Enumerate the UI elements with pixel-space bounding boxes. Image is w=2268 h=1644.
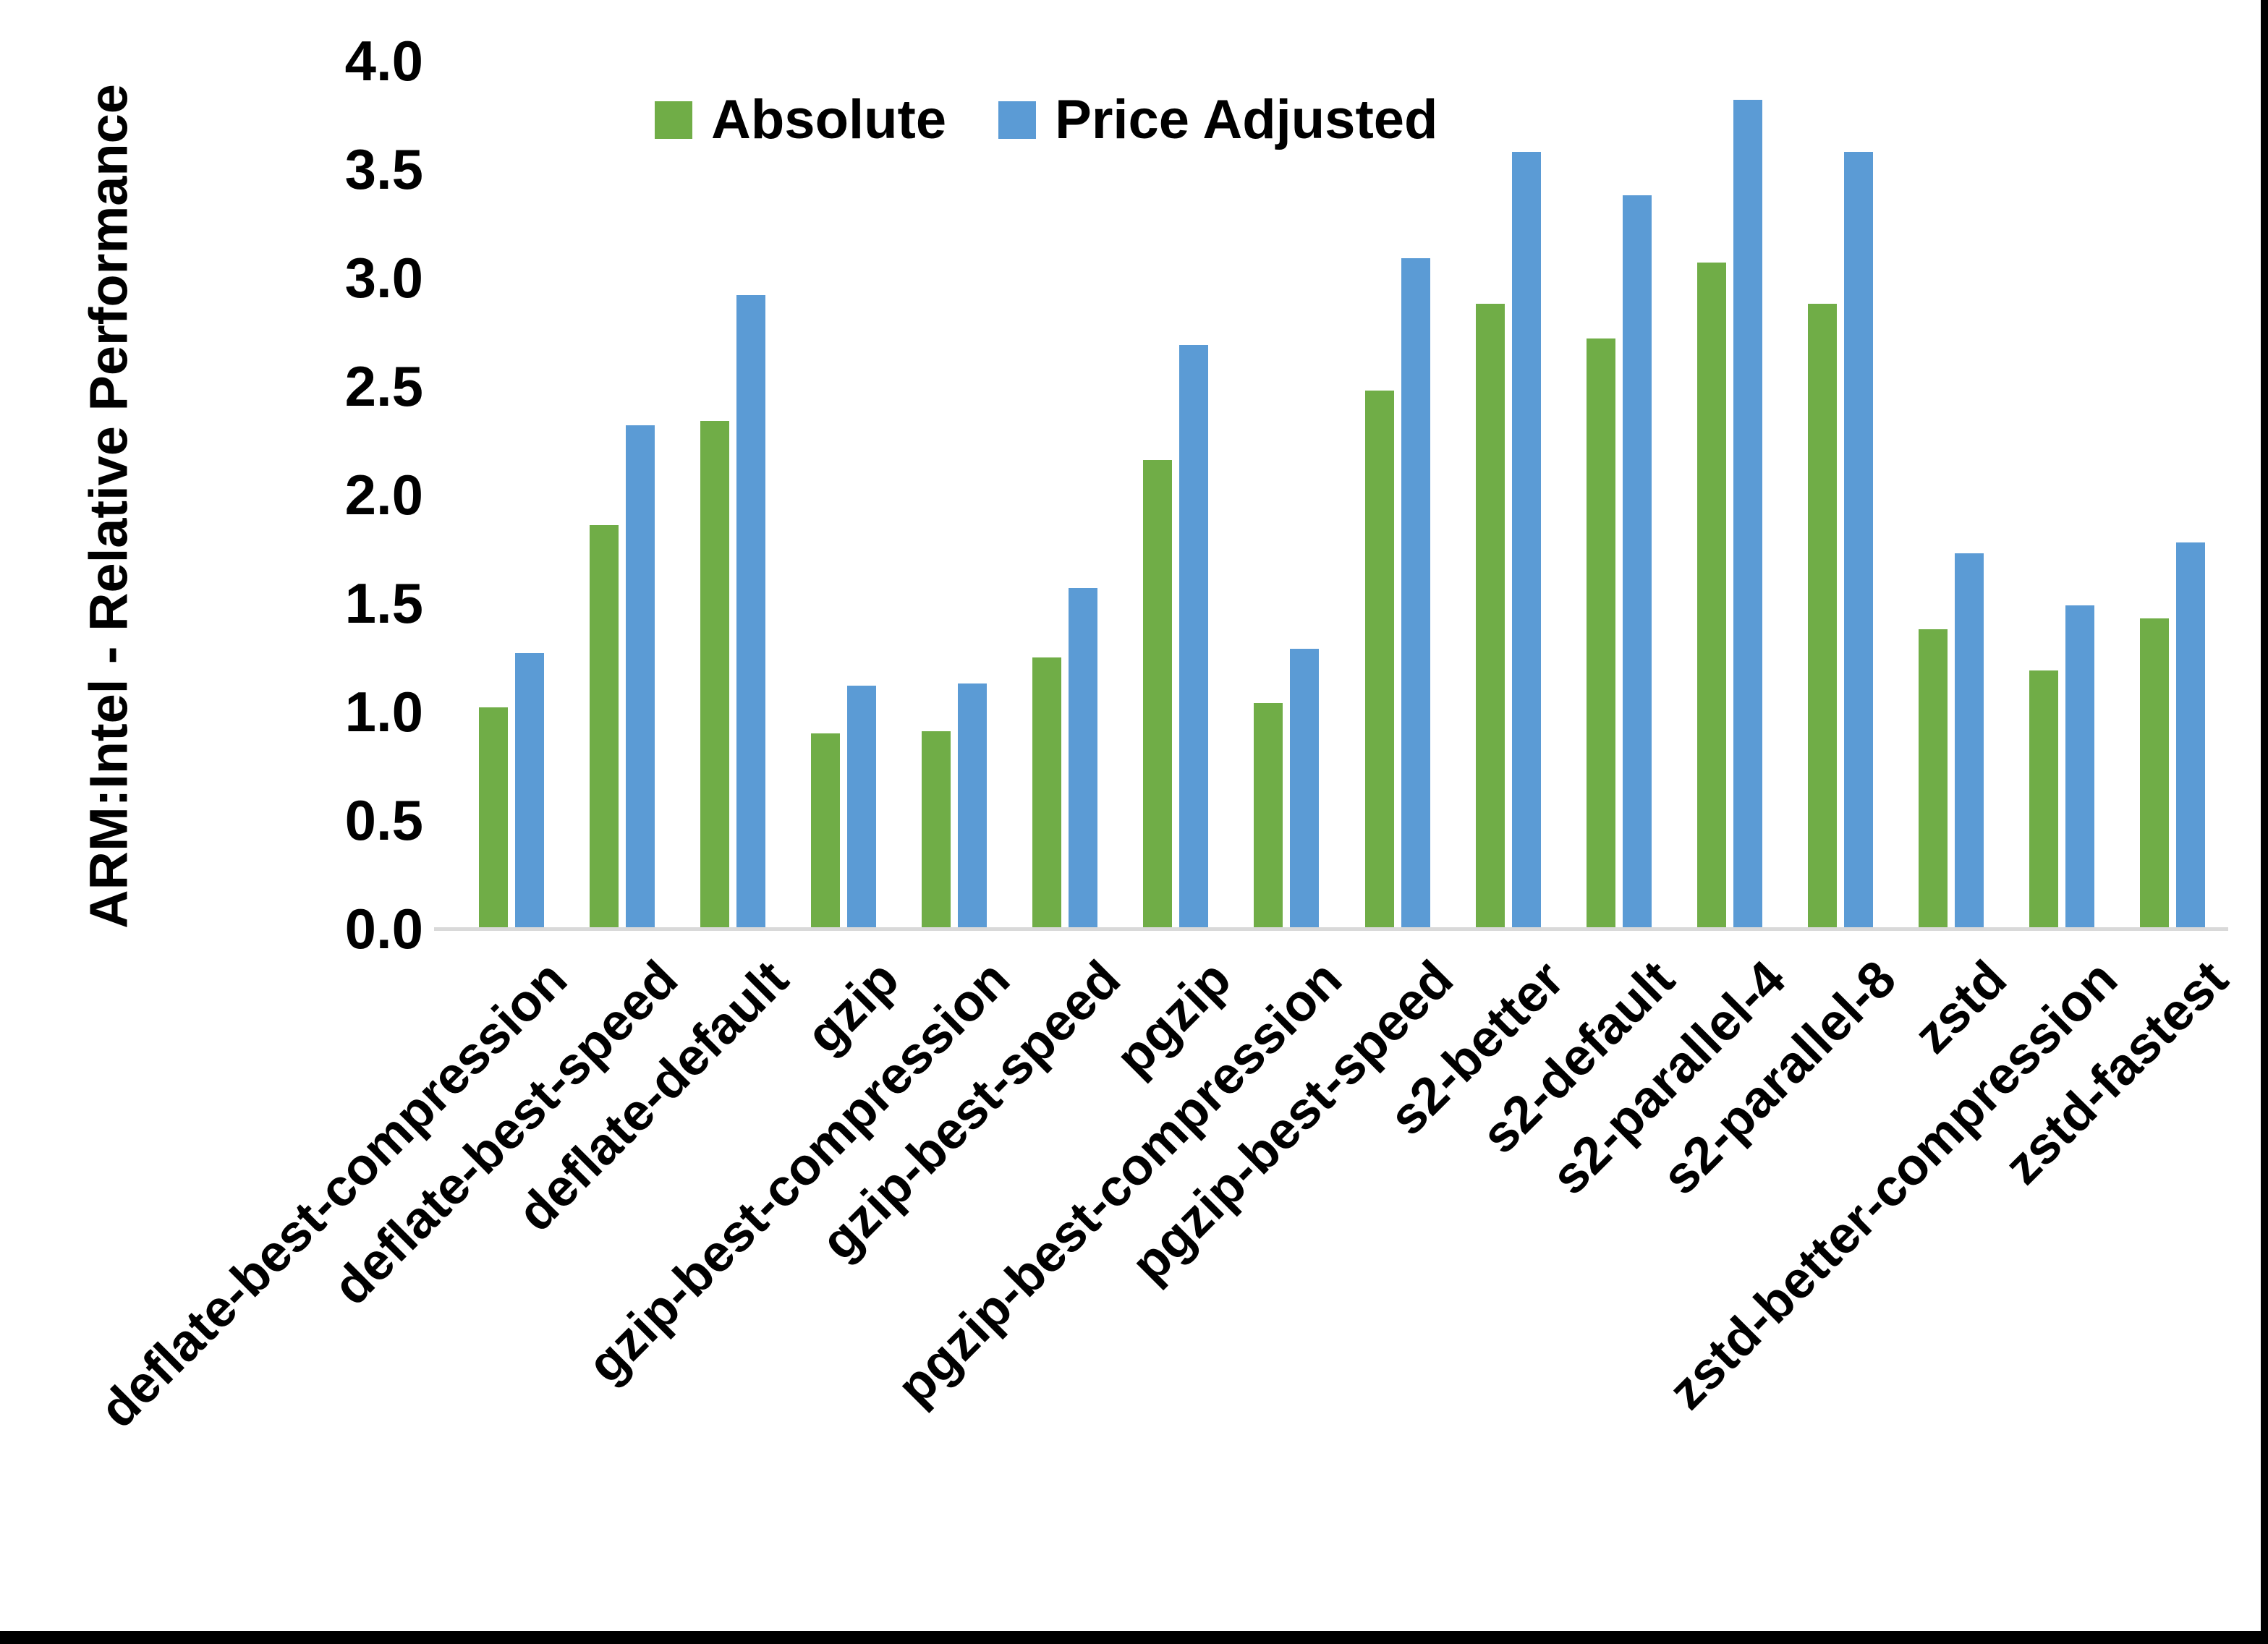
bar-price-adjusted (958, 683, 988, 929)
legend-swatch-icon (998, 101, 1037, 139)
bar-group (1453, 61, 1563, 929)
bar-absolute (1254, 703, 1283, 929)
bar-absolute (2029, 670, 2059, 929)
x-axis-tick-label: deflate-best-compression (88, 950, 578, 1439)
legend-item: Absolute (655, 93, 946, 148)
bar-price-adjusted (2065, 605, 2095, 929)
bar-group (456, 61, 566, 929)
bar-group (788, 61, 899, 929)
bar-price-adjusted (1290, 649, 1320, 929)
bar-group (1785, 61, 1896, 929)
bar-price-adjusted (1622, 195, 1652, 929)
bar-absolute (2140, 618, 2170, 929)
bar-price-adjusted (2176, 542, 2206, 929)
bar-group (1121, 61, 1231, 929)
y-axis-tick-label: 3.5 (344, 137, 423, 201)
bar-price-adjusted (1401, 258, 1430, 929)
bar-group (1674, 61, 1785, 929)
bar-absolute (810, 733, 840, 929)
bar-group (677, 61, 788, 929)
bar-absolute (922, 731, 951, 929)
bar-group (1010, 61, 1121, 929)
y-axis-tick-label: 0.5 (344, 788, 423, 852)
bar-group (2007, 61, 2118, 929)
y-axis-tick-label: 1.0 (344, 680, 423, 744)
bar-price-adjusted (1511, 152, 1541, 929)
y-axis-tick-label: 1.5 (344, 571, 423, 635)
bar-group (899, 61, 1010, 929)
legend-item: Price Adjusted (998, 93, 1437, 148)
plot-area (456, 61, 2228, 929)
bar-price-adjusted (1955, 553, 1984, 929)
bar-absolute (1586, 338, 1615, 929)
y-axis-tick-label: 4.0 (344, 29, 423, 93)
bar-group (1563, 61, 1674, 929)
bar-group (1342, 61, 1453, 929)
legend: Absolute Price Adjusted (655, 93, 1437, 148)
bar-group (566, 61, 677, 929)
bar-group (1896, 61, 2007, 929)
bar-group (1231, 61, 1342, 929)
bar-price-adjusted (1733, 100, 1762, 929)
legend-swatch-icon (655, 101, 692, 139)
y-axis-tick-label: 2.5 (344, 354, 423, 418)
x-axis-line (434, 927, 2228, 931)
bar-price-adjusted (514, 653, 544, 929)
bar-absolute (1364, 391, 1394, 929)
bar-price-adjusted (625, 425, 655, 929)
y-axis-tick-label: 2.0 (344, 463, 423, 527)
bar-price-adjusted (846, 686, 876, 929)
bar-absolute (589, 525, 619, 929)
bar-price-adjusted (1179, 345, 1209, 929)
bar-absolute (478, 707, 508, 929)
bar-absolute (1919, 629, 1948, 929)
bar-price-adjusted (736, 295, 765, 929)
bar-absolute (1696, 263, 1726, 929)
y-axis-tick-label: 0.0 (344, 897, 423, 961)
bar-absolute (700, 421, 729, 929)
y-axis-tick-label: 3.0 (344, 246, 423, 310)
legend-label: Absolute (711, 89, 947, 150)
legend-label: Price Adjusted (1055, 89, 1438, 150)
bar-price-adjusted (1069, 588, 1098, 929)
bar-price-adjusted (1844, 152, 1874, 929)
bar-absolute (1032, 657, 1062, 929)
bar-absolute (1808, 304, 1838, 929)
bar-absolute (1475, 304, 1505, 929)
bar-absolute (1143, 460, 1173, 929)
bar-group (2118, 61, 2228, 929)
